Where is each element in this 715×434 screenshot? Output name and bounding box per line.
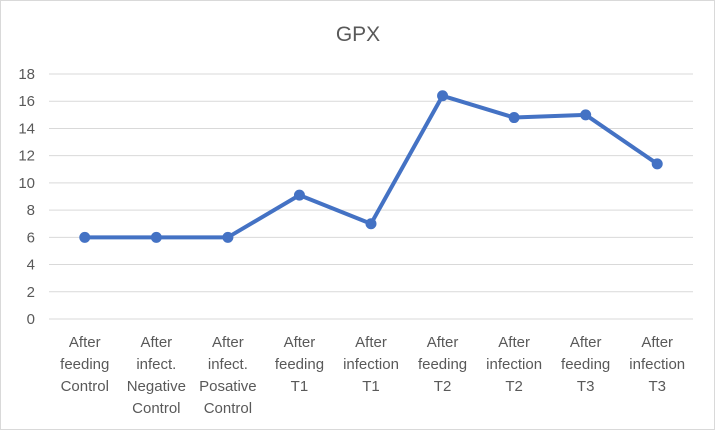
- x-category-label-line: After: [140, 334, 172, 351]
- gridlines: [49, 73, 693, 320]
- x-category-label: After feeding T2: [418, 334, 467, 395]
- x-category-label-line: After: [427, 334, 459, 351]
- y-tick-label: 0: [27, 311, 35, 328]
- x-category-label: After infection T1: [343, 334, 399, 395]
- x-category-label-line: T1: [362, 378, 380, 395]
- data-point: [651, 158, 663, 170]
- chart-title: GPX: [336, 23, 380, 46]
- y-tick-label: 14: [18, 120, 35, 137]
- x-category-label-line: T3: [577, 378, 595, 395]
- data-point: [150, 231, 162, 243]
- x-category-label: After infection T3: [629, 334, 685, 395]
- y-tick-label: 6: [27, 229, 35, 246]
- x-category-label-line: Negative: [127, 378, 186, 395]
- y-tick-label: 4: [27, 257, 35, 274]
- data-point: [508, 112, 520, 124]
- x-category-label-line: Posative: [199, 378, 257, 395]
- x-category-label-line: After: [355, 334, 387, 351]
- x-category-label-line: infection: [343, 356, 399, 373]
- x-category-label-line: After: [212, 334, 244, 351]
- y-tick-label: 2: [27, 284, 35, 301]
- y-tick-label: 10: [18, 175, 35, 192]
- x-category-label-line: Control: [132, 400, 180, 417]
- data-point: [293, 189, 305, 201]
- y-tick-label: 8: [27, 202, 35, 219]
- x-category-label-line: infection: [486, 356, 542, 373]
- x-category-label-line: infect.: [136, 356, 176, 373]
- x-category-label-line: feeding: [418, 356, 467, 373]
- series-group: [79, 90, 663, 243]
- x-category-label-line: T2: [434, 378, 452, 395]
- data-point: [437, 90, 449, 102]
- x-category-label: After feeding Control: [60, 334, 109, 395]
- y-tick-label: 18: [18, 66, 35, 83]
- x-axis-categories: After feeding Control After infect. Negative C…: [60, 334, 685, 417]
- x-category-label-line: After: [641, 334, 673, 351]
- x-category-label-line: T1: [291, 378, 309, 395]
- x-category-label-line: feeding: [275, 356, 324, 373]
- x-category-label-line: After: [498, 334, 530, 351]
- x-category-label-line: infect.: [208, 356, 248, 373]
- x-category-label-line: infection: [629, 356, 685, 373]
- x-category-label-line: Control: [61, 378, 109, 395]
- series-line: [82, 93, 660, 240]
- x-category-label-line: After: [570, 334, 602, 351]
- data-point: [222, 231, 234, 243]
- x-category-label-line: Control: [204, 400, 252, 417]
- y-axis-ticks: 0 2 4 6 8 10 12 14 16 18: [18, 66, 35, 328]
- x-category-label: After feeding T3: [561, 334, 610, 395]
- x-category-label: After feeding T1: [275, 334, 324, 395]
- x-category-label-line: T2: [505, 378, 523, 395]
- data-point: [365, 218, 377, 230]
- x-category-label: After infection T2: [486, 334, 542, 395]
- x-category-label-line: feeding: [561, 356, 610, 373]
- x-category-label-line: T3: [648, 378, 666, 395]
- x-category-label: After infect. Negative Control: [127, 334, 186, 417]
- x-category-label-line: After: [69, 334, 101, 351]
- y-tick-label: 12: [18, 148, 35, 165]
- data-point: [79, 231, 91, 243]
- data-point: [580, 109, 592, 121]
- x-category-label-line: feeding: [60, 356, 109, 373]
- x-category-label-line: After: [284, 334, 316, 351]
- y-tick-label: 16: [18, 93, 35, 110]
- x-category-label: After infect. Posative Control: [199, 334, 257, 417]
